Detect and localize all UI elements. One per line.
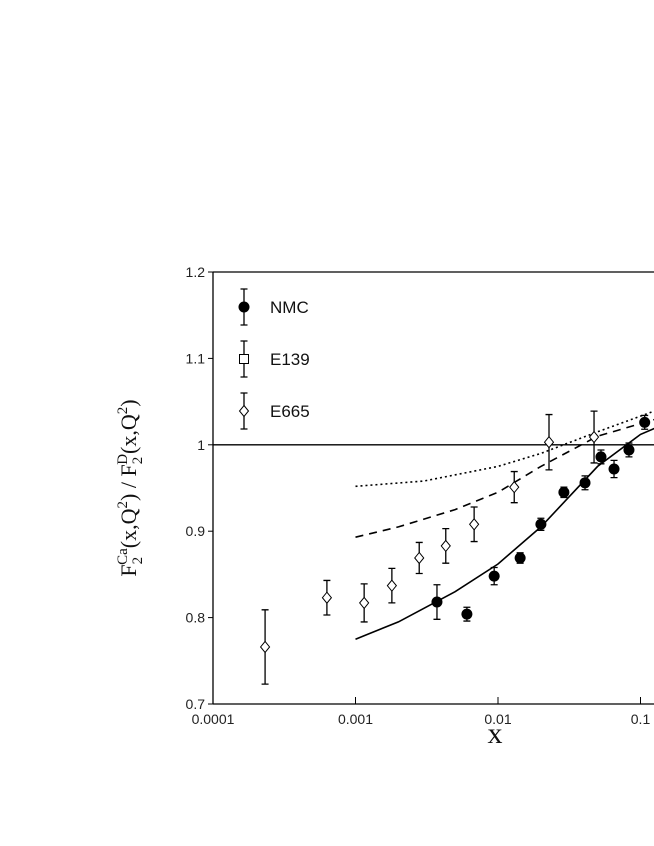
x-axis-label: x xyxy=(488,717,503,750)
data-point xyxy=(558,486,570,498)
x-tick-label: 0.1 xyxy=(631,711,651,727)
data-point xyxy=(321,591,333,605)
data-point xyxy=(238,404,250,418)
y-tick-label: 1.2 xyxy=(186,264,206,280)
legend-entry: E139 xyxy=(239,340,310,378)
data-point xyxy=(535,518,547,530)
y-label-part: ) / F xyxy=(116,464,141,501)
x-tick-label: 0.0001 xyxy=(192,711,235,727)
data-point xyxy=(509,480,520,494)
data-point xyxy=(440,539,451,553)
model-curve xyxy=(355,418,654,538)
y-tick-label: 0.8 xyxy=(186,610,206,626)
model-curve xyxy=(355,410,654,488)
data-point xyxy=(238,301,250,313)
data-point xyxy=(623,444,635,456)
y-label-part: ) xyxy=(116,399,141,406)
y-label-part: 2 xyxy=(130,457,146,465)
y-tick-label: 1.1 xyxy=(186,350,206,366)
y-label-part: 2 xyxy=(115,501,131,509)
y-label-part: F xyxy=(116,564,141,576)
data-point xyxy=(386,579,398,592)
y-tick-label: 0.7 xyxy=(186,696,206,712)
x-tick-label: 0.01 xyxy=(484,711,511,727)
y-tick-label: 1 xyxy=(197,437,205,453)
y-axis-label: F2Ca(x,Q2) / F2D(x,Q2) xyxy=(115,399,146,576)
data-point xyxy=(488,570,500,582)
legend-label: E139 xyxy=(270,350,310,369)
data-point xyxy=(239,354,249,364)
data-point xyxy=(579,477,591,489)
legend-entry: NMC xyxy=(238,288,309,326)
data-point xyxy=(595,451,607,463)
data-point xyxy=(414,551,425,565)
y-label-part: 2 xyxy=(115,407,131,415)
y-tick-label: 0.9 xyxy=(186,523,206,539)
data-point xyxy=(431,596,443,608)
data-point xyxy=(608,463,620,475)
x-tick-label: 0.001 xyxy=(338,711,373,727)
legend-entry: E665 xyxy=(238,392,310,430)
data-point xyxy=(468,517,480,531)
y-label-part: 2 xyxy=(130,557,146,565)
data-point xyxy=(588,430,600,444)
legend-label: E665 xyxy=(270,402,310,421)
legend-label: NMC xyxy=(270,298,309,317)
data-point xyxy=(259,640,271,654)
data-point xyxy=(514,552,526,564)
data-point xyxy=(359,596,370,610)
y-label-part: (x,Q xyxy=(116,414,141,454)
data-point xyxy=(461,608,473,620)
data-point xyxy=(543,435,555,449)
y-label-part: Ca xyxy=(115,548,131,565)
y-label-part: D xyxy=(115,454,131,465)
data-point xyxy=(639,416,651,428)
model-curve xyxy=(355,427,654,640)
y-label-part: (x,Q xyxy=(116,508,141,548)
